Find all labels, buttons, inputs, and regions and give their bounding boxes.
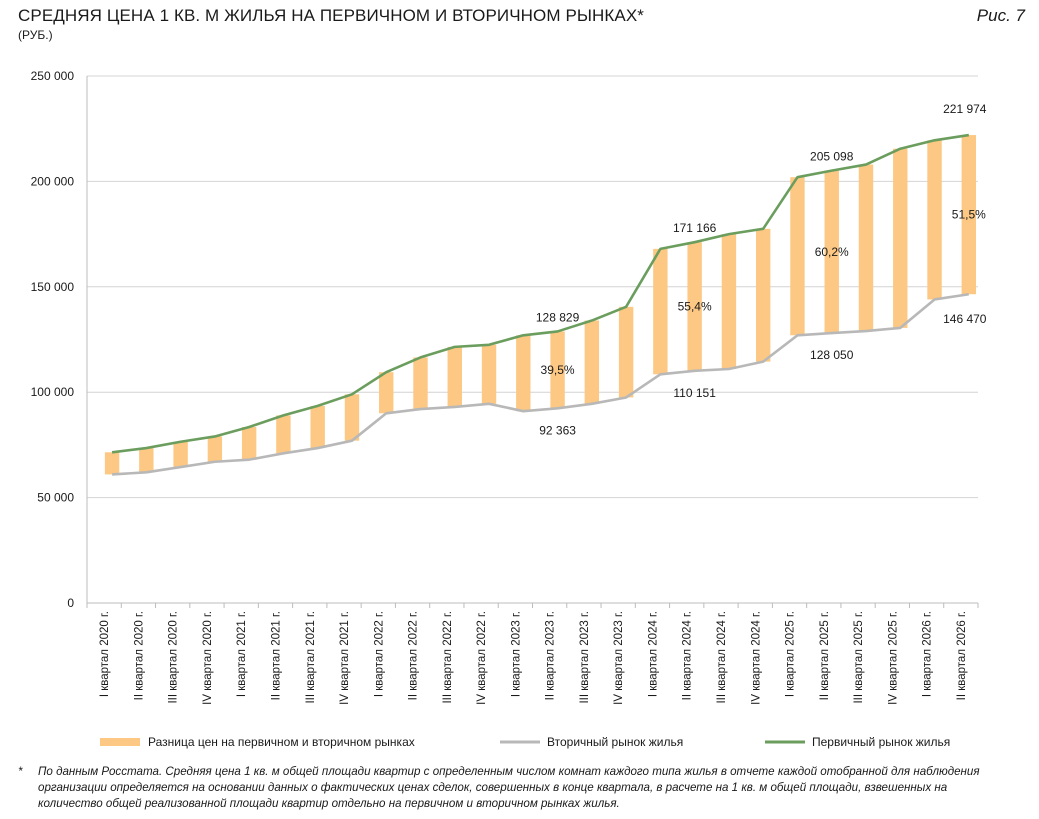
difference-bar-3 bbox=[207, 436, 223, 462]
page-title: СРЕДНЯЯ ЦЕНА 1 КВ. М ЖИЛЬЯ НА ПЕРВИЧНОМ … bbox=[18, 6, 645, 25]
x-tick-label-17: II квартал 2024 г. bbox=[682, 611, 694, 700]
y-tick-label-3: 150 000 bbox=[31, 280, 75, 294]
x-tick-label-22: III квартал 2025 г. bbox=[853, 611, 865, 704]
x-tick-label-4: I квартал 2021 г. bbox=[236, 611, 248, 697]
percent-label-3: 51,5% bbox=[952, 208, 986, 222]
y-axis: 0 50 000 100 000 150 000 200 000 250 000 bbox=[31, 69, 88, 610]
difference-bar-11 bbox=[481, 344, 497, 404]
difference-bar-12 bbox=[516, 335, 531, 412]
series-lines bbox=[111, 133, 969, 476]
difference-bar-5 bbox=[276, 415, 291, 454]
y-tick-label-4: 200 000 bbox=[31, 174, 75, 188]
y-tick-label-5: 250 000 bbox=[31, 69, 75, 83]
x-tick-label-3: IV квартал 2020 г. bbox=[202, 611, 214, 705]
x-axis: I квартал 2020 г. II квартал 2020 г. III к… bbox=[86, 603, 979, 705]
x-tick-label-7: IV квартал 2021 г. bbox=[339, 611, 351, 705]
difference-bars bbox=[104, 135, 976, 475]
x-tick-label-12: I квартал 2023 г. bbox=[510, 611, 522, 697]
difference-bar-4 bbox=[241, 426, 257, 460]
x-tick-label-1: II квартал 2020 г. bbox=[133, 611, 145, 700]
data-label-1: 171 166 bbox=[673, 221, 717, 235]
difference-bar-13 bbox=[550, 331, 565, 409]
percent-label-1: 55,4% bbox=[678, 299, 712, 313]
difference-bar-9 bbox=[413, 357, 428, 410]
x-tick-label-9: II квартал 2022 г. bbox=[408, 611, 420, 700]
x-tick-label-11: IV квартал 2022 г. bbox=[476, 611, 488, 705]
difference-bar-22 bbox=[858, 164, 874, 332]
difference-bar-2 bbox=[173, 441, 188, 468]
data-label-2: 205 098 bbox=[810, 150, 854, 164]
difference-bar-8 bbox=[379, 372, 394, 414]
primary-market-line bbox=[111, 133, 969, 454]
difference-bar-19 bbox=[755, 228, 771, 362]
difference-bar-0 bbox=[104, 452, 120, 475]
x-tick-label-23: IV квартал 2025 г. bbox=[887, 611, 899, 705]
x-tick-label-2: III квартал 2020 г. bbox=[168, 611, 180, 704]
x-tick-label-8: I квартал 2022 г. bbox=[373, 611, 385, 697]
percent-label-2: 60,2% bbox=[815, 245, 849, 259]
x-tick-label-15: IV квартал 2023 г. bbox=[613, 611, 625, 705]
x-tick-label-18: III квартал 2024 г. bbox=[716, 611, 728, 704]
x-tick-label-6: III квартал 2021 г. bbox=[305, 611, 317, 704]
difference-bar-21 bbox=[824, 170, 839, 334]
difference-bar-10 bbox=[447, 346, 462, 407]
percent-label-0: 39,5% bbox=[541, 363, 575, 377]
difference-bar-1 bbox=[139, 448, 154, 473]
difference-bar-7 bbox=[344, 394, 360, 441]
footnote-text: По данным Росстата. Средняя цена 1 кв. м… bbox=[38, 765, 980, 810]
secondary-market-line bbox=[111, 292, 969, 476]
data-label-0: 128 829 bbox=[536, 310, 580, 324]
x-tick-label-19: IV квартал 2024 г. bbox=[750, 611, 762, 705]
legend-swatch-difference bbox=[100, 738, 140, 746]
legend-label-secondary: Вторичный рынок жилья bbox=[547, 735, 683, 749]
y-tick-label-2: 100 000 bbox=[31, 385, 75, 399]
legend: Разница цен на первичном и вторичном рын… bbox=[100, 735, 950, 749]
x-tick-label-21: II квартал 2025 г. bbox=[819, 611, 831, 700]
difference-bar-14 bbox=[584, 320, 600, 404]
y-tick-label-1: 50 000 bbox=[37, 491, 74, 505]
difference-bar-25 bbox=[961, 135, 976, 295]
difference-bar-18 bbox=[721, 234, 737, 370]
x-tick-label-20: I квартал 2025 г. bbox=[785, 611, 797, 697]
x-tick-label-16: I квартал 2024 г. bbox=[647, 611, 659, 697]
x-tick-label-25: II квартал 2026 г. bbox=[956, 611, 968, 700]
x-tick-label-13: II квартал 2023 г. bbox=[545, 611, 557, 700]
data-label-3: 221 974 bbox=[943, 102, 987, 116]
footnote-marker: * bbox=[18, 765, 23, 778]
unit-label: (РУБ.) bbox=[18, 28, 53, 42]
legend-label-primary: Первичный рынок жилья bbox=[812, 735, 950, 749]
data-label-5: 110 151 bbox=[673, 386, 716, 400]
difference-bar-24 bbox=[927, 140, 942, 300]
difference-bar-20 bbox=[790, 177, 805, 336]
figure-label: Рис. 7 bbox=[976, 6, 1025, 25]
data-label-7: 146 470 bbox=[943, 312, 987, 326]
x-tick-label-14: III квартал 2023 г. bbox=[579, 611, 591, 704]
difference-bar-16 bbox=[653, 248, 668, 375]
x-tick-label-24: I квартал 2026 г. bbox=[922, 611, 934, 697]
x-tick-label-0: I квартал 2020 г. bbox=[99, 611, 111, 697]
x-tick-label-10: III квартал 2022 г. bbox=[442, 611, 454, 704]
data-labels: 128 829 171 166 205 098 221 974 92 363 110 15… bbox=[536, 102, 987, 437]
data-label-4: 92 363 bbox=[539, 423, 576, 437]
difference-bar-17 bbox=[687, 242, 702, 371]
data-label-6: 128 050 bbox=[810, 348, 854, 362]
price-chart: 0 50 000 100 000 150 000 200 000 250 000 I кв… bbox=[31, 69, 987, 749]
difference-bar-15 bbox=[618, 306, 634, 398]
difference-bar-23 bbox=[893, 148, 908, 328]
y-tick-label-0: 0 bbox=[67, 596, 74, 610]
x-tick-label-5: II квартал 2021 г. bbox=[270, 611, 282, 700]
difference-bar-6 bbox=[310, 405, 325, 449]
legend-label-difference: Разница цен на первичном и вторичном рын… bbox=[148, 735, 415, 749]
